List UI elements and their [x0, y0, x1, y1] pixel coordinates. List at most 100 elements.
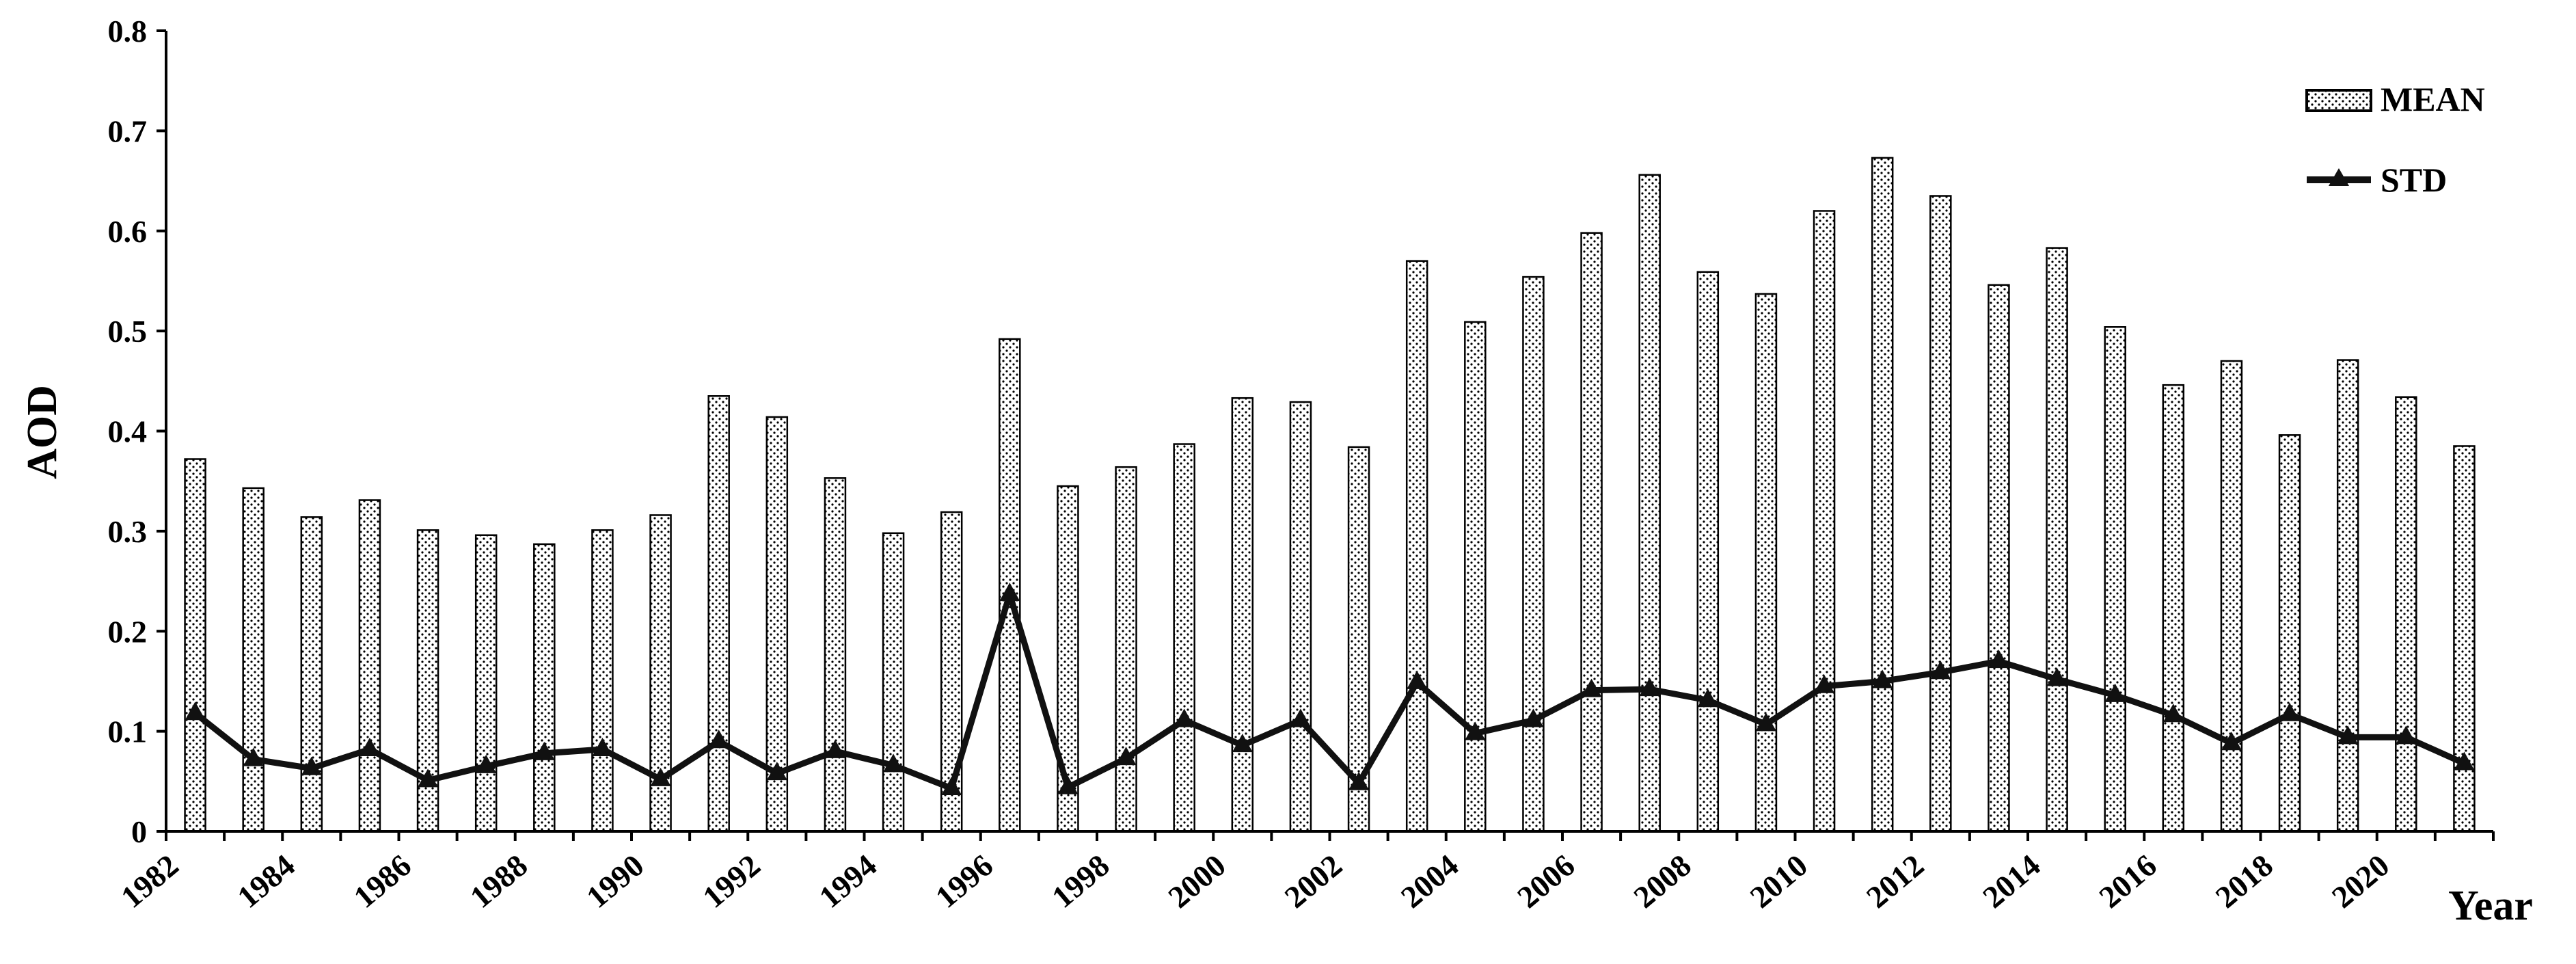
x-tick-label: 2000 [1162, 848, 1232, 915]
std-point-1987 [476, 754, 497, 773]
bar-mean-1999 [1173, 443, 1195, 833]
std-point-1994 [883, 753, 904, 773]
bar-mean-2010 [1813, 210, 1836, 833]
y-tick-label: 0.2 [108, 614, 148, 649]
x-tick-label: 2010 [1744, 848, 1814, 915]
x-tick-label: 2004 [1394, 848, 1465, 915]
std-point-2011 [1872, 669, 1893, 688]
std-point-2010 [1814, 674, 1835, 693]
bar-mean-2003 [1405, 260, 1428, 833]
y-tick-label: 0.4 [108, 414, 148, 449]
y-tick-label: 0.5 [108, 314, 148, 349]
bar-mean-2004 [1464, 321, 1487, 833]
y-tick-label: 0.7 [108, 113, 148, 148]
x-tick-label: 2012 [1860, 848, 1930, 915]
x-tick-label: 2018 [2209, 848, 2279, 915]
legend-std-label: STD [2381, 161, 2447, 199]
std-point-1983 [243, 747, 264, 766]
std-point-1985 [359, 737, 380, 756]
std-point-1984 [301, 756, 322, 775]
std-point-2006 [1581, 678, 1602, 697]
x-tick-label: 1984 [231, 848, 301, 915]
x-tick-label: 1982 [114, 848, 185, 915]
y-axis-title: AOD [19, 385, 66, 479]
bar-mean-2013 [1988, 284, 2010, 833]
std-point-2005 [1523, 708, 1544, 727]
std-point-2019 [2337, 725, 2359, 745]
x-tick-label: 2002 [1278, 848, 1348, 915]
bar-mean-2012 [1929, 195, 1952, 833]
x-tick-label: 1996 [929, 848, 999, 915]
y-tick-label: 0.3 [108, 514, 148, 549]
bar-mean-2021 [2453, 445, 2476, 833]
bar-mean-1998 [1115, 466, 1137, 833]
std-point-2001 [1290, 708, 1311, 727]
y-tick-label: 0.1 [108, 714, 148, 749]
std-point-1988 [534, 741, 555, 760]
bar-mean-1991 [707, 395, 730, 833]
std-point-2002 [1348, 771, 1370, 790]
std-point-2016 [2163, 704, 2184, 723]
bar-mean-2011 [1871, 157, 1894, 833]
bar-mean-1993 [824, 477, 847, 833]
std-point-1992 [766, 762, 787, 781]
x-tick-label: 1998 [1045, 848, 1115, 915]
std-point-2018 [2279, 702, 2301, 721]
std-point-2021 [2454, 751, 2475, 771]
bar-mean-2009 [1754, 293, 1778, 833]
x-tick-label: 2020 [2325, 848, 2396, 915]
std-point-1999 [1174, 708, 1195, 727]
y-tick-label: 0.8 [108, 14, 148, 49]
bar-mean-2015 [2104, 326, 2126, 833]
bar-mean-1987 [474, 534, 498, 833]
bar-mean-2006 [1580, 232, 1603, 833]
std-point-1990 [650, 767, 671, 786]
std-line-series [185, 583, 2475, 796]
bar-mean-1989 [591, 529, 614, 833]
x-tick-label: 2008 [1627, 848, 1698, 915]
bar-mean-2018 [2278, 434, 2301, 833]
std-point-2000 [1232, 734, 1253, 753]
bar-mean-2017 [2220, 360, 2243, 833]
std-point-2012 [1930, 660, 1951, 680]
bar-mean-1985 [358, 499, 381, 833]
std-point-2007 [1639, 678, 1660, 697]
legend-mean-label: MEAN [2381, 80, 2485, 118]
x-tick-label: 1994 [813, 848, 883, 915]
axes [157, 29, 2495, 841]
bar-mean-2008 [1696, 271, 1720, 833]
std-point-1997 [1057, 775, 1079, 794]
x-tick-label: 1992 [696, 848, 767, 915]
bar-mean-1984 [300, 516, 323, 833]
std-point-2015 [2104, 683, 2126, 702]
std-point-1998 [1115, 747, 1137, 766]
x-tick-label: 2014 [1976, 848, 2046, 915]
std-point-2008 [1697, 688, 1718, 708]
std-point-1996 [999, 583, 1020, 602]
std-point-1993 [824, 739, 845, 758]
x-tick-labels: 1982 1984 1986 1988 1990 1992 1994 1996 1998 2000… [114, 848, 2396, 915]
std-point-1989 [592, 737, 613, 756]
bar-mean-2000 [1231, 397, 1254, 833]
std-point-2017 [2221, 732, 2242, 751]
mean-bars [184, 157, 2476, 833]
std-point-2004 [1465, 721, 1486, 740]
x-tick-label: 2016 [2093, 848, 2163, 915]
x-tick-label: 1988 [463, 848, 534, 915]
x-tick-label: 1986 [347, 848, 418, 915]
std-point-2003 [1407, 670, 1428, 689]
legend: MEAN STD [2305, 80, 2485, 199]
legend-mean-swatch [2305, 89, 2372, 112]
bar-mean-2007 [1638, 174, 1661, 833]
bar-mean-1988 [533, 543, 556, 833]
std-point-2014 [2046, 667, 2067, 686]
legend-std-marker [2329, 168, 2349, 186]
std-point-1995 [941, 777, 962, 796]
bar-mean-1982 [184, 458, 206, 833]
std-point-2013 [1988, 650, 2009, 669]
std-point-1982 [185, 701, 206, 721]
bar-mean-2005 [1522, 276, 1545, 833]
bar-mean-1994 [882, 532, 905, 833]
std-point-1986 [418, 768, 439, 788]
